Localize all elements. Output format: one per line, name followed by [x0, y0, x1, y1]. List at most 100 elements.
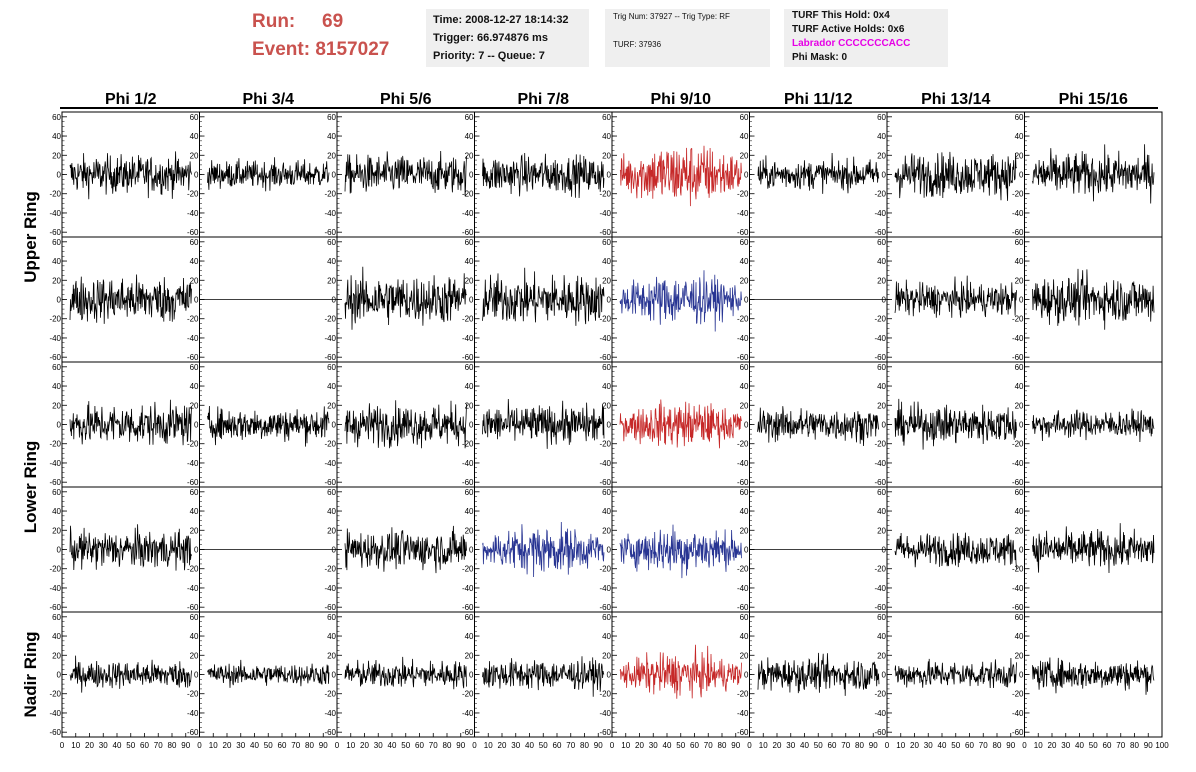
- waveform-trace: [482, 152, 605, 199]
- y-tick-label: -20: [1012, 565, 1024, 574]
- panel: -60 -40 -20 0 20 40 60: [187, 611, 338, 738]
- y-tick-label: -40: [324, 334, 336, 343]
- y-tick-label: 40: [327, 132, 336, 141]
- panel: -60 -40 -20 0 20 40 60: [324, 236, 475, 363]
- y-tick-label: 40: [465, 382, 474, 391]
- y-tick-label: -20: [462, 190, 474, 199]
- x-tick-label: 10: [621, 741, 630, 750]
- x-tick-label: 10: [71, 741, 80, 750]
- y-tick-label: 40: [52, 382, 61, 391]
- y-tick-label: -40: [49, 209, 61, 218]
- x-tick-label: 10: [346, 741, 355, 750]
- panel: -60 -40 -20 0 20 40 60: [49, 611, 200, 738]
- waveform-trace: [482, 521, 605, 578]
- y-tick-label: -60: [187, 603, 199, 612]
- x-tick-label: 40: [800, 741, 809, 750]
- turf-info-box: TURF This Hold: 0x4 TURF Active Holds: 0…: [784, 9, 948, 67]
- y-tick-label: -40: [737, 459, 749, 468]
- y-tick-label: 0: [332, 671, 337, 680]
- waveform-trace: [69, 399, 192, 446]
- y-tick-label: 60: [602, 488, 611, 497]
- waveform-trace: [69, 274, 192, 324]
- y-tick-label: 0: [744, 546, 749, 555]
- x-tick-label: 70: [154, 741, 163, 750]
- y-tick-label: 0: [1019, 546, 1024, 555]
- panel: -60 -40 -20 0 20 40 60: [324, 486, 475, 613]
- y-tick-label: 40: [190, 132, 199, 141]
- waveform-trace: [207, 659, 330, 688]
- x-tick-label: 40: [113, 741, 122, 750]
- y-tick-label: 0: [744, 671, 749, 680]
- y-tick-label: 60: [190, 113, 199, 122]
- y-tick-label: 20: [1015, 526, 1024, 535]
- y-tick-label: -20: [737, 315, 749, 324]
- y-tick-label: -20: [599, 440, 611, 449]
- x-tick-label: 80: [580, 741, 589, 750]
- y-tick-label: -40: [874, 459, 886, 468]
- y-tick-label: 60: [1015, 613, 1024, 622]
- run-line: Run: 69: [252, 8, 389, 36]
- waveform-trace: [344, 656, 467, 690]
- x-tick-label: 30: [99, 741, 108, 750]
- column-label: Phi 11/12: [784, 91, 853, 108]
- x-tick-label: 10: [484, 741, 493, 750]
- x-tick-label: 20: [85, 741, 94, 750]
- column-labels: Phi 1/2 Phi 3/4 Phi 5/6 Phi 7/8 Phi 9/10 Phi …: [105, 91, 1128, 108]
- y-tick-label: 60: [52, 363, 61, 372]
- x-tick-label: 30: [511, 741, 520, 750]
- waveform-trace: [344, 266, 467, 330]
- y-tick-label: -20: [599, 315, 611, 324]
- x-tick-label: 70: [704, 741, 713, 750]
- column-label: Phi 3/4: [242, 91, 294, 108]
- y-tick-label: -60: [462, 478, 474, 487]
- y-tick-label: -60: [874, 478, 886, 487]
- y-tick-label: 0: [744, 296, 749, 305]
- panel: -60 -40 -20 0 20 40 60: [462, 361, 613, 488]
- y-tick-label: -60: [49, 478, 61, 487]
- y-tick-label: 60: [327, 113, 336, 122]
- x-tick-label: 10: [1034, 741, 1043, 750]
- y-tick-label: 40: [740, 382, 749, 391]
- y-tick-label: -20: [49, 440, 61, 449]
- panel: -60 -40 -20 0 20 40 60: [737, 361, 888, 488]
- y-tick-label: -20: [599, 690, 611, 699]
- y-tick-label: -40: [187, 334, 199, 343]
- y-tick-label: -60: [874, 603, 886, 612]
- y-tick-label: 60: [327, 363, 336, 372]
- x-tick-label: 50: [951, 741, 960, 750]
- y-tick-label: 0: [607, 546, 612, 555]
- time-text: Time: 2008-12-27 18:14:32: [433, 14, 569, 26]
- y-tick-label: 0: [332, 296, 337, 305]
- y-tick-label: 0: [57, 671, 62, 680]
- x-tick-label: 60: [278, 741, 287, 750]
- y-tick-label: 40: [602, 632, 611, 641]
- y-tick-label: -60: [874, 353, 886, 362]
- x-tick-label: 0: [197, 741, 202, 750]
- y-tick-label: 40: [190, 632, 199, 641]
- row-label: Upper Ring: [21, 191, 40, 283]
- time-info-box: Time: 2008-12-27 18:14:32 Trigger: 66.97…: [426, 9, 589, 67]
- y-tick-label: 60: [877, 238, 886, 247]
- y-tick-label: -20: [1012, 440, 1024, 449]
- y-tick-label: -40: [599, 709, 611, 718]
- x-tick-label: 90: [1006, 741, 1015, 750]
- y-tick-label: 60: [1015, 238, 1024, 247]
- y-tick-label: 60: [465, 613, 474, 622]
- y-tick-label: -40: [1012, 709, 1024, 718]
- y-tick-label: 0: [882, 671, 887, 680]
- y-tick-label: -60: [1012, 353, 1024, 362]
- x-tick-label: 70: [841, 741, 850, 750]
- waveform-trace: [207, 157, 330, 192]
- y-tick-label: 40: [327, 507, 336, 516]
- y-tick-label: 40: [1015, 257, 1024, 266]
- y-tick-label: 60: [740, 238, 749, 247]
- y-tick-label: 20: [465, 401, 474, 410]
- panel: -60 -40 -20 0 20 40 60: [737, 486, 888, 613]
- event-value: 8157027: [315, 39, 390, 60]
- column-label: Phi 7/8: [517, 91, 569, 108]
- y-tick-label: 40: [877, 382, 886, 391]
- y-tick-label: 60: [877, 113, 886, 122]
- y-tick-label: -20: [187, 690, 199, 699]
- y-tick-label: -40: [49, 459, 61, 468]
- waveform-trace: [69, 524, 192, 571]
